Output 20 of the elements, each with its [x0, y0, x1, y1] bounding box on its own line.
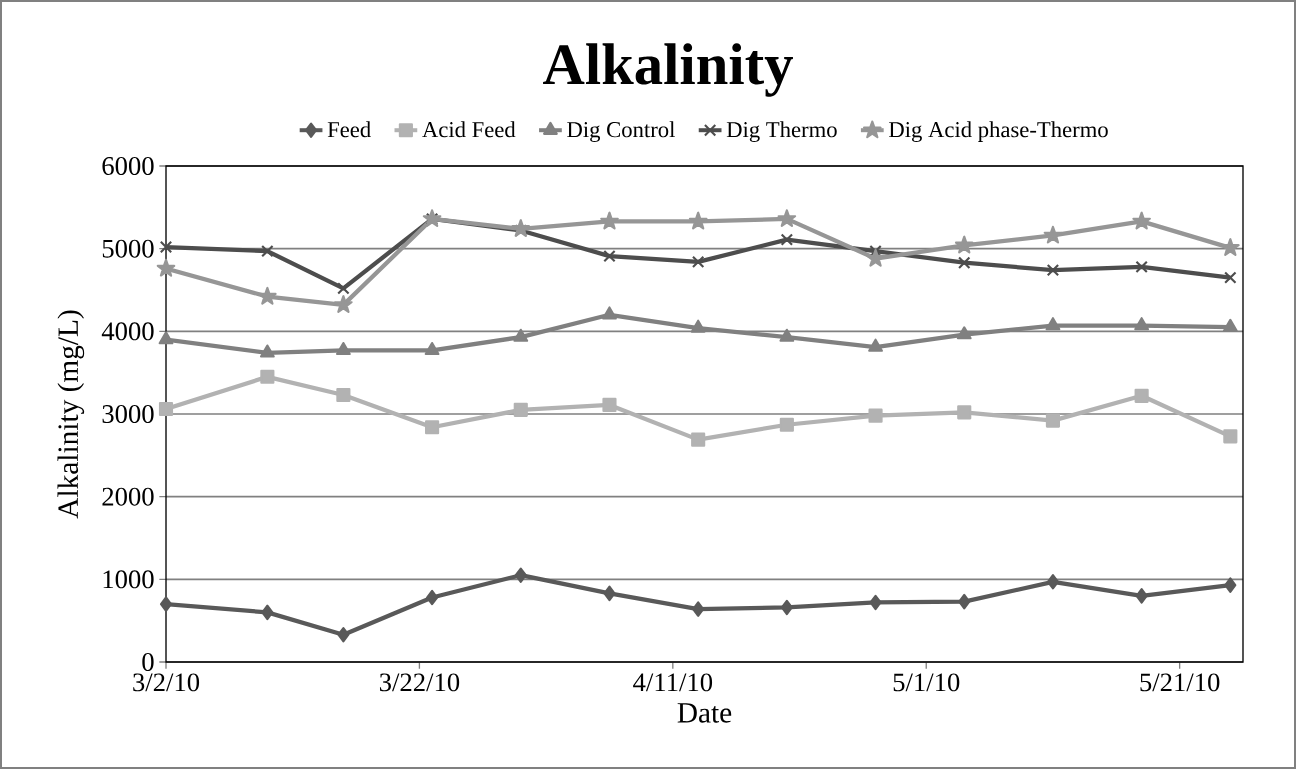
x-axis-title: Date	[677, 703, 732, 723]
x-tick-label: 4/11/10	[633, 673, 713, 692]
legend-label: Dig Thermo	[726, 121, 837, 142]
y-tick-label: 6000	[102, 157, 154, 175]
y-tick-label: 5000	[102, 239, 154, 258]
legend-label: Dig Control	[567, 121, 675, 142]
x-tick-label: 3/2/10	[133, 673, 200, 692]
y-tick-label: 3000	[102, 405, 154, 423]
y-tick-label: 4000	[101, 322, 154, 341]
legend-label: Dig Acid phase-Thermo	[888, 121, 1108, 142]
x-tick-label: 5/21/10	[1140, 673, 1220, 692]
x-tick-label: 5/1/10	[893, 673, 960, 692]
y-tick-label: 1000	[103, 570, 154, 589]
legend-label: Feed	[327, 121, 371, 138]
chart-title: Alkalinity	[543, 43, 793, 97]
y-axis-title: Alkalinity (mg/L)	[57, 310, 85, 519]
y-tick-label: 0	[142, 653, 154, 671]
legend-label: Acid Feed	[422, 121, 516, 138]
y-tick-label: 2000	[102, 487, 154, 506]
x-tick-label: 3/22/10	[379, 673, 460, 692]
